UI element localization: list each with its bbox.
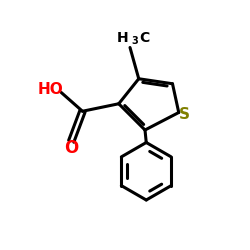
Text: O: O <box>64 139 78 157</box>
Text: HO: HO <box>38 82 64 98</box>
Text: S: S <box>179 107 190 122</box>
Text: H: H <box>116 31 128 45</box>
Text: C: C <box>139 31 149 45</box>
Text: 3: 3 <box>131 36 138 46</box>
